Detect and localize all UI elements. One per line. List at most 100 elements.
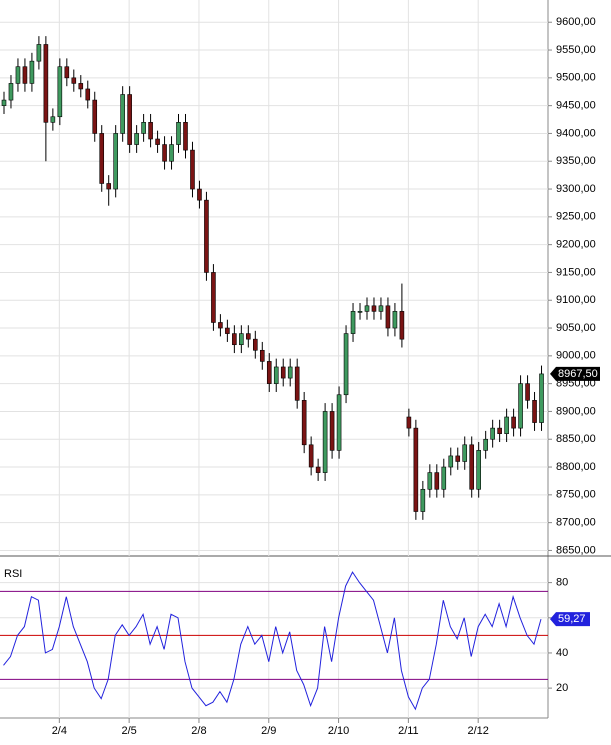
x-tick-label: 2/4 bbox=[52, 725, 67, 737]
candle-body bbox=[371, 305, 377, 312]
candle-body bbox=[301, 400, 307, 446]
candle-body bbox=[253, 338, 258, 351]
last-price-box bbox=[550, 366, 600, 381]
y-tick-label: 20 bbox=[556, 682, 568, 694]
candle-body bbox=[364, 305, 370, 312]
candle-body bbox=[343, 333, 349, 396]
candle-body bbox=[15, 66, 21, 84]
candle-body bbox=[273, 366, 279, 384]
candle-body bbox=[385, 305, 391, 329]
candle-body bbox=[22, 66, 28, 84]
candle-body bbox=[8, 83, 14, 101]
candle-body bbox=[525, 383, 530, 401]
candle-body bbox=[85, 88, 91, 101]
y-tick-label: 9450,00 bbox=[556, 100, 596, 112]
candle-body bbox=[246, 333, 251, 340]
candle-body bbox=[392, 311, 398, 329]
candle-body bbox=[204, 199, 209, 273]
candle-body bbox=[462, 444, 468, 462]
candle-body bbox=[148, 122, 153, 140]
candle-body bbox=[106, 183, 112, 190]
candle-body bbox=[113, 133, 118, 190]
y-tick-label: 9350,00 bbox=[556, 155, 596, 167]
candle-body bbox=[413, 427, 419, 512]
candle-body bbox=[455, 455, 461, 462]
y-tick-label: 8700,00 bbox=[556, 517, 596, 529]
candle-body bbox=[57, 66, 63, 118]
candle-body bbox=[1, 99, 7, 106]
candle-body bbox=[99, 133, 105, 184]
candle-body bbox=[441, 466, 447, 490]
candle-body bbox=[78, 83, 84, 90]
y-tick-label: 9600,00 bbox=[556, 16, 596, 28]
y-tick-label: 9400,00 bbox=[556, 127, 596, 139]
candle-body bbox=[469, 444, 475, 490]
candle-body bbox=[120, 94, 125, 134]
candle-body bbox=[266, 361, 272, 384]
candle-body bbox=[71, 77, 77, 84]
candle-body bbox=[378, 305, 384, 312]
candle-body bbox=[504, 416, 509, 434]
y-tick-label: 9150,00 bbox=[556, 266, 596, 278]
candle-body bbox=[232, 333, 237, 346]
candle-body bbox=[539, 373, 544, 423]
candle-body bbox=[36, 44, 42, 62]
x-tick-label: 2/12 bbox=[467, 725, 488, 737]
y-tick-label: 8900,00 bbox=[556, 405, 596, 417]
candle-body bbox=[155, 138, 160, 145]
candle-body bbox=[350, 311, 356, 334]
candle-body bbox=[218, 322, 223, 329]
candle-body bbox=[43, 44, 49, 123]
candle-body bbox=[176, 122, 181, 145]
candle-body bbox=[197, 188, 202, 201]
candle-body bbox=[399, 311, 405, 340]
y-tick-label: 9050,00 bbox=[556, 322, 596, 334]
candle-body bbox=[497, 427, 502, 434]
candle-body bbox=[134, 133, 139, 145]
x-tick-label: 2/9 bbox=[261, 725, 276, 737]
candle-body bbox=[50, 116, 56, 123]
y-tick-label: 8750,00 bbox=[556, 489, 596, 501]
last-rsi-box bbox=[550, 612, 590, 627]
candle-body bbox=[511, 416, 516, 429]
y-tick-label: 8850,00 bbox=[556, 433, 596, 445]
y-tick-label: 80 bbox=[556, 577, 568, 589]
candle-body bbox=[225, 327, 230, 334]
candle-body bbox=[162, 144, 167, 162]
candle-body bbox=[420, 488, 426, 512]
y-tick-label: 9500,00 bbox=[556, 72, 596, 84]
y-tick-label: 8800,00 bbox=[556, 461, 596, 473]
candle-body bbox=[322, 411, 328, 473]
last-rsi-label: 59,27 bbox=[558, 613, 586, 625]
x-tick-label: 2/10 bbox=[328, 725, 349, 737]
candle-body bbox=[141, 122, 146, 134]
candle-body bbox=[329, 411, 335, 451]
candle-body bbox=[427, 472, 433, 490]
candle-body bbox=[434, 472, 440, 490]
candle-body bbox=[483, 438, 488, 451]
candle-body bbox=[490, 427, 495, 440]
candle-body bbox=[357, 311, 363, 313]
y-tick-label: 9200,00 bbox=[556, 239, 596, 251]
candle-body bbox=[127, 94, 132, 145]
y-tick-label: 9550,00 bbox=[556, 44, 596, 56]
candle-body bbox=[308, 444, 314, 468]
y-tick-label: 9250,00 bbox=[556, 211, 596, 223]
candle-body bbox=[476, 450, 481, 490]
candle-body bbox=[280, 366, 286, 379]
rsi-line bbox=[3, 571, 542, 711]
y-tick-label: 8650,00 bbox=[556, 544, 596, 556]
x-tick-label: 2/11 bbox=[398, 725, 419, 737]
x-tick-label: 2/8 bbox=[191, 725, 206, 737]
candle-body bbox=[518, 383, 523, 429]
candle-body bbox=[532, 400, 537, 423]
rsi-title: RSI bbox=[4, 568, 22, 580]
candle-body bbox=[239, 333, 244, 346]
candle-body bbox=[287, 366, 293, 379]
y-tick-label: 9000,00 bbox=[556, 350, 596, 362]
candle-body bbox=[92, 99, 98, 134]
candle-body bbox=[259, 349, 265, 362]
candle-body bbox=[29, 60, 35, 84]
x-tick-label: 2/5 bbox=[121, 725, 136, 737]
